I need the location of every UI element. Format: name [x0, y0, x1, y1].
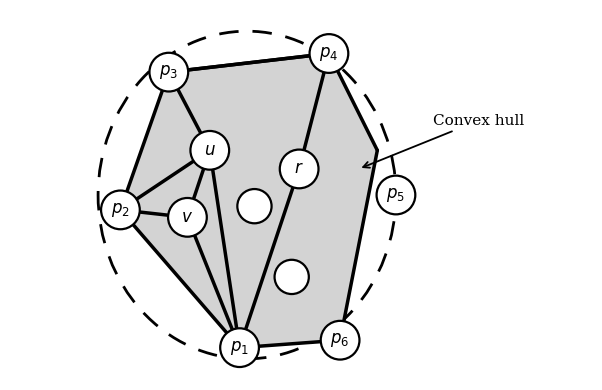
- Circle shape: [377, 176, 415, 214]
- Circle shape: [101, 191, 140, 229]
- Circle shape: [220, 328, 259, 367]
- Text: $u$: $u$: [204, 142, 216, 159]
- Circle shape: [149, 53, 188, 92]
- Text: $r$: $r$: [294, 160, 304, 177]
- Text: $v$: $v$: [181, 209, 193, 226]
- Circle shape: [280, 150, 318, 188]
- Text: $p_4$: $p_4$: [319, 44, 338, 62]
- Text: $p_1$: $p_1$: [230, 339, 249, 356]
- Circle shape: [309, 34, 349, 73]
- Text: $p_5$: $p_5$: [386, 186, 405, 204]
- Text: Convex hull: Convex hull: [363, 113, 524, 168]
- Circle shape: [237, 189, 272, 223]
- Text: $p_2$: $p_2$: [111, 201, 130, 219]
- Polygon shape: [120, 53, 377, 347]
- Circle shape: [168, 198, 207, 237]
- Text: $p_6$: $p_6$: [330, 331, 350, 349]
- Circle shape: [190, 131, 229, 170]
- Circle shape: [321, 321, 359, 360]
- Text: $p_3$: $p_3$: [160, 63, 178, 81]
- Circle shape: [275, 260, 309, 294]
